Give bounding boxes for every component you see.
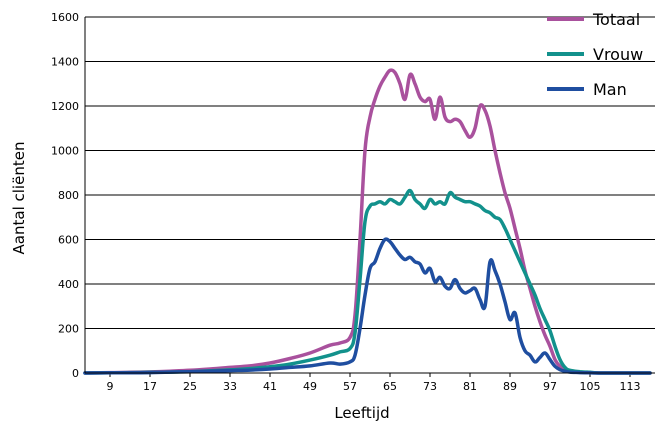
legend-item-totaal: Totaal (547, 10, 640, 29)
legend: Totaal Vrouw Man (547, 10, 643, 99)
x-tick-label-33: 33 (223, 380, 237, 393)
x-tick-label-89: 89 (503, 380, 517, 393)
y-axis-ticks: 0 200 400 600 800 1000 1200 1400 1600 (51, 11, 79, 380)
legend-label-man: Man (593, 80, 627, 99)
gridlines (85, 16, 655, 329)
x-tick-label-81: 81 (463, 380, 477, 393)
x-tick-label-57: 57 (343, 380, 357, 393)
legend-label-totaal: Totaal (592, 10, 640, 29)
y-tick-label-1200: 1200 (51, 100, 79, 113)
x-axis-ticks: 9 17 25 33 41 49 57 65 73 81 89 97 105 113 (107, 373, 641, 393)
y-axis-title: Aantal cliënten (10, 142, 28, 255)
x-tick-label-105: 105 (580, 380, 601, 393)
series-line-vrouw (83, 188, 652, 375)
x-tick-label-97: 97 (543, 380, 557, 393)
y-tick-label-800: 800 (58, 189, 79, 202)
y-tick-label-600: 600 (58, 234, 79, 247)
y-tick-label-200: 200 (58, 323, 79, 336)
legend-item-vrouw: Vrouw (547, 45, 643, 64)
x-tick-label-65: 65 (383, 380, 397, 393)
x-axis-title: Leeftijd (334, 404, 389, 422)
x-tick-label-73: 73 (423, 380, 437, 393)
x-tick-label-25: 25 (183, 380, 197, 393)
legend-item-man: Man (547, 80, 627, 99)
y-tick-label-400: 400 (58, 278, 79, 291)
x-tick-label-49: 49 (303, 380, 317, 393)
y-tick-label-1400: 1400 (51, 56, 79, 69)
x-tick-label-41: 41 (263, 380, 277, 393)
series-line-man (83, 237, 652, 375)
series-lines (83, 68, 652, 375)
series-line-totaal (83, 68, 652, 375)
x-tick-label-113: 113 (620, 380, 641, 393)
legend-label-vrouw: Vrouw (593, 45, 643, 64)
x-tick-label-9: 9 (107, 380, 114, 393)
axes (84, 17, 655, 374)
y-tick-label-0: 0 (72, 367, 79, 380)
x-tick-label-17: 17 (143, 380, 157, 393)
y-tick-label-1600: 1600 (51, 11, 79, 24)
y-tick-label-1000: 1000 (51, 145, 79, 158)
